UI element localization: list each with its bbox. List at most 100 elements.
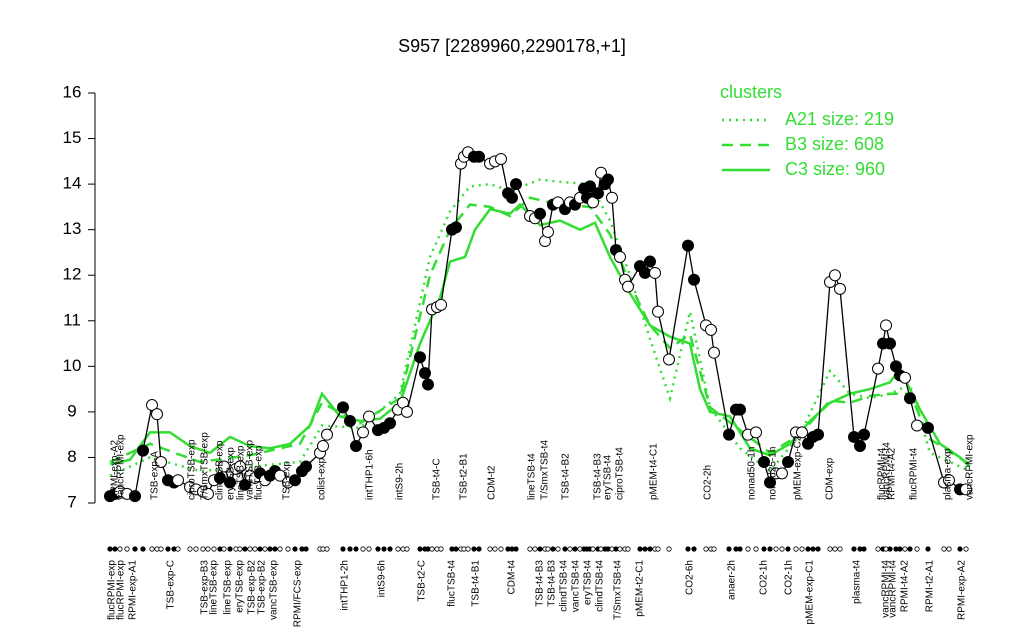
sample-point: [639, 266, 651, 279]
sample-rug: [292, 546, 298, 552]
sample-label: T/SmxTSB-t4: [613, 560, 624, 620]
sample-label: pMEM-t2-C1: [635, 560, 646, 617]
sample-rug: [132, 546, 138, 552]
sample-label: TSB-exp-B2: [247, 560, 258, 615]
sample-point: [663, 353, 675, 366]
sample-label: eryTSB-exp: [235, 560, 246, 613]
sample-rug: [810, 546, 816, 552]
sample-point: [708, 346, 720, 359]
sample-point: [357, 426, 369, 439]
sample-label: RPMI-t4-A2: [887, 447, 898, 500]
sample-label: colist-exp: [317, 457, 328, 500]
sample-point: [344, 415, 356, 427]
sample-rug: [827, 546, 833, 552]
sample-point: [644, 255, 656, 268]
sample-rug: [417, 546, 423, 552]
sample-point: [137, 444, 149, 457]
sample-rug: [175, 546, 181, 552]
sample-rug: [262, 546, 268, 552]
sample-label: clindTSB-t4: [559, 560, 570, 612]
sample-point: [960, 483, 972, 496]
sample-point: [834, 282, 846, 295]
sample-rug: [471, 546, 477, 552]
y-tick-label: 11: [63, 310, 81, 329]
sample-label: TSB-t4-B2: [561, 453, 572, 500]
sample-rug: [165, 546, 171, 552]
sample-rug: [745, 546, 751, 552]
sample-point: [705, 323, 717, 336]
sample-point: [151, 408, 163, 421]
sample-rug: [211, 546, 217, 552]
sample-label: eryTSB-t4: [603, 455, 614, 500]
sample-rug: [221, 546, 227, 552]
sample-label: clindTSB-t4: [595, 560, 606, 612]
sample-rug: [112, 546, 118, 552]
sample-rug: [941, 546, 947, 552]
sample-rug: [267, 546, 273, 552]
sample-rug: [851, 546, 857, 552]
sample-rug: [272, 546, 278, 552]
sample-label: RPMI-exp-A2: [110, 440, 121, 500]
y-tick-label: 13: [63, 219, 82, 238]
sample-point: [614, 251, 626, 263]
sample-rug: [285, 546, 291, 552]
sample-rug: [257, 546, 263, 552]
sample-rug: [375, 546, 381, 552]
sample-point: [422, 378, 434, 391]
sample-point: [943, 474, 955, 487]
sample-rug: [252, 546, 258, 552]
sample-label: TSB-exp-A: [150, 451, 161, 500]
sample-point: [542, 225, 554, 238]
sample-point: [419, 367, 431, 380]
sample-point: [584, 180, 596, 193]
sample-point: [758, 456, 770, 468]
sample-point: [218, 460, 230, 473]
sample-rug: [957, 546, 963, 552]
sample-point: [587, 196, 599, 209]
y-tick-label: 9: [67, 401, 76, 420]
sample-rug: [625, 546, 631, 552]
sample-rug: [237, 546, 243, 552]
sample-rug: [685, 546, 691, 552]
sample-point: [172, 474, 184, 487]
sample-point: [854, 440, 866, 453]
sample-rug: [567, 546, 573, 552]
sample-point: [414, 351, 426, 364]
sample-rug: [793, 546, 799, 552]
sample-rug: [429, 546, 435, 552]
y-tick-label: 15: [63, 128, 82, 147]
sample-point: [904, 392, 916, 405]
sample-point: [202, 487, 214, 500]
sample-rug: [438, 546, 444, 552]
sample-rug: [550, 546, 556, 552]
sample-point: [829, 269, 841, 282]
sample-rug: [925, 546, 931, 552]
sample-point: [239, 478, 251, 491]
sample-rug: [453, 546, 459, 552]
sample-label: intTHP1-2h: [340, 560, 351, 611]
y-tick-label: 8: [67, 447, 76, 466]
sample-label: vancTSB-t4: [571, 560, 582, 613]
sample-point: [401, 405, 413, 418]
sample-label: nonad25-1h: [768, 447, 779, 500]
sample-rug: [887, 546, 893, 552]
sample-point: [321, 428, 333, 441]
sample-rug: [395, 546, 401, 552]
sample-label: TSB-t4-B3: [547, 560, 558, 607]
sample-label: CO2-1h: [784, 560, 795, 595]
sample-rug: [897, 546, 903, 552]
sample-rug: [247, 546, 253, 552]
sample-label: RPMI/FCS-exp: [293, 560, 304, 628]
sample-label: pMEM-exp-C1: [805, 560, 816, 625]
cluster-line: [109, 196, 971, 466]
legend-label: A21 size: 219: [785, 109, 894, 129]
sample-rug: [487, 546, 493, 552]
sample-label: intS9-2h: [395, 463, 406, 500]
sample-point: [473, 150, 485, 163]
y-tick-label: 10: [63, 356, 82, 375]
sample-label: nonad50-1h: [747, 447, 758, 500]
sample-rug: [902, 546, 908, 552]
sample-rug: [347, 546, 353, 552]
sample-point: [649, 266, 661, 279]
sample-rug: [785, 546, 791, 552]
